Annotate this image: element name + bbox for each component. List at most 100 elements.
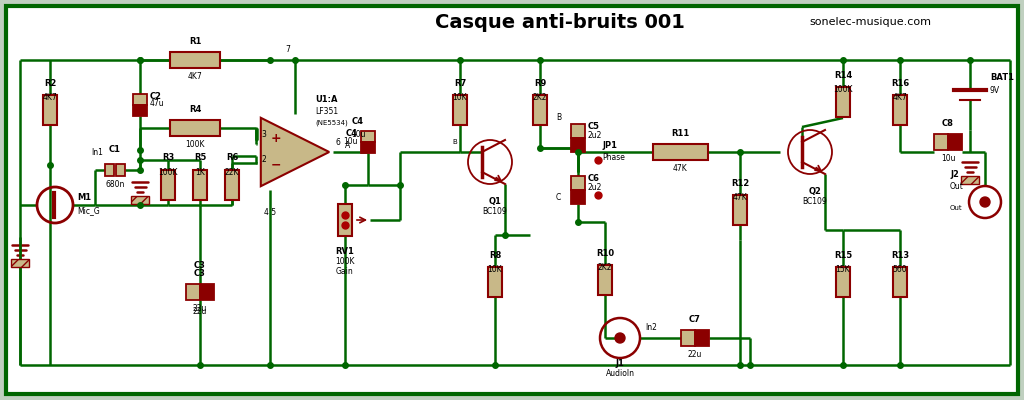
Text: BC109: BC109: [482, 207, 507, 216]
Text: 7: 7: [285, 45, 290, 54]
Text: 22K: 22K: [224, 168, 240, 177]
Text: R2: R2: [44, 78, 56, 88]
FancyBboxPatch shape: [338, 204, 352, 236]
Text: 6: 6: [336, 138, 341, 147]
Text: 22u: 22u: [688, 350, 702, 359]
Text: 10K: 10K: [487, 265, 503, 274]
Text: R13: R13: [891, 250, 909, 260]
Text: C3: C3: [195, 270, 206, 278]
Text: R1: R1: [188, 38, 201, 46]
Text: 4 5: 4 5: [264, 208, 276, 217]
Text: C1: C1: [109, 146, 121, 154]
FancyBboxPatch shape: [133, 105, 147, 116]
FancyBboxPatch shape: [105, 164, 114, 176]
FancyBboxPatch shape: [571, 190, 585, 204]
Text: R16: R16: [891, 78, 909, 88]
Text: 2K2: 2K2: [532, 93, 547, 102]
Text: 2u2: 2u2: [588, 183, 602, 192]
Text: +: +: [270, 132, 282, 145]
Text: 10u: 10u: [351, 130, 366, 139]
Text: C: C: [556, 193, 561, 202]
Text: sonelec-musique.com: sonelec-musique.com: [809, 17, 931, 27]
Text: R6: R6: [226, 154, 239, 162]
Text: 100K: 100K: [159, 168, 178, 177]
FancyBboxPatch shape: [133, 94, 147, 105]
Text: 4K7: 4K7: [893, 93, 907, 102]
Text: 3: 3: [261, 130, 266, 139]
Text: 10u: 10u: [941, 154, 955, 163]
Text: R9: R9: [534, 78, 546, 88]
FancyBboxPatch shape: [186, 284, 200, 300]
FancyBboxPatch shape: [598, 265, 612, 295]
FancyBboxPatch shape: [534, 95, 547, 125]
Text: R4: R4: [188, 106, 201, 114]
Text: R8: R8: [488, 250, 501, 260]
Text: M1: M1: [77, 193, 91, 202]
FancyBboxPatch shape: [948, 134, 962, 150]
FancyBboxPatch shape: [681, 330, 695, 346]
Text: RV1: RV1: [336, 247, 354, 256]
Polygon shape: [261, 118, 329, 186]
FancyBboxPatch shape: [733, 195, 746, 225]
FancyBboxPatch shape: [43, 95, 57, 125]
FancyBboxPatch shape: [571, 138, 585, 152]
Text: JP1: JP1: [602, 141, 617, 150]
Text: R7: R7: [454, 78, 466, 88]
Text: J1: J1: [615, 359, 625, 368]
Text: 100K: 100K: [185, 140, 205, 149]
FancyBboxPatch shape: [695, 330, 709, 346]
Text: A: A: [345, 141, 350, 150]
FancyBboxPatch shape: [571, 176, 585, 190]
Circle shape: [980, 197, 990, 207]
Text: BC109: BC109: [803, 197, 827, 206]
Text: C6: C6: [588, 174, 600, 183]
Text: B: B: [452, 139, 457, 145]
FancyBboxPatch shape: [836, 267, 850, 297]
Text: C5: C5: [588, 122, 600, 131]
FancyBboxPatch shape: [200, 284, 214, 300]
Text: C7: C7: [689, 316, 701, 324]
Text: Mic_G: Mic_G: [77, 206, 99, 215]
Text: Out: Out: [950, 182, 964, 191]
FancyBboxPatch shape: [131, 196, 150, 204]
FancyBboxPatch shape: [652, 144, 708, 160]
Text: LF351: LF351: [315, 107, 338, 116]
Text: R14: R14: [834, 70, 852, 80]
Text: 47K: 47K: [732, 193, 748, 202]
Text: 15K: 15K: [836, 265, 850, 274]
Text: 4K7: 4K7: [43, 93, 57, 102]
FancyBboxPatch shape: [488, 267, 502, 297]
Text: R11: R11: [671, 130, 689, 138]
Text: C4: C4: [352, 117, 364, 126]
FancyBboxPatch shape: [571, 124, 585, 138]
Text: 2K2: 2K2: [598, 263, 612, 272]
FancyBboxPatch shape: [361, 142, 375, 153]
Text: Phase: Phase: [602, 153, 625, 162]
FancyBboxPatch shape: [836, 87, 850, 117]
Text: In2: In2: [645, 323, 656, 332]
Text: Q2: Q2: [809, 187, 821, 196]
FancyBboxPatch shape: [934, 134, 948, 150]
Text: C4: C4: [346, 129, 358, 138]
Text: 1K: 1K: [196, 168, 205, 177]
FancyBboxPatch shape: [225, 170, 239, 200]
Text: C3: C3: [195, 261, 206, 270]
FancyBboxPatch shape: [361, 131, 375, 142]
Text: 10u: 10u: [343, 136, 358, 146]
Text: 22u: 22u: [193, 307, 207, 316]
Text: 560: 560: [893, 265, 907, 274]
FancyBboxPatch shape: [170, 120, 220, 136]
Text: J2: J2: [950, 170, 958, 179]
Text: 100K: 100K: [335, 257, 354, 266]
Text: 2: 2: [261, 155, 266, 164]
FancyBboxPatch shape: [116, 164, 125, 176]
FancyBboxPatch shape: [170, 52, 220, 68]
Text: R15: R15: [834, 250, 852, 260]
Text: Casque anti-bruits 001: Casque anti-bruits 001: [435, 12, 685, 32]
Text: Out: Out: [950, 205, 963, 211]
Text: 680n: 680n: [105, 180, 125, 189]
FancyBboxPatch shape: [893, 95, 907, 125]
Text: 4K7: 4K7: [187, 72, 203, 81]
Text: Gain: Gain: [336, 267, 354, 276]
Text: B: B: [556, 113, 561, 122]
